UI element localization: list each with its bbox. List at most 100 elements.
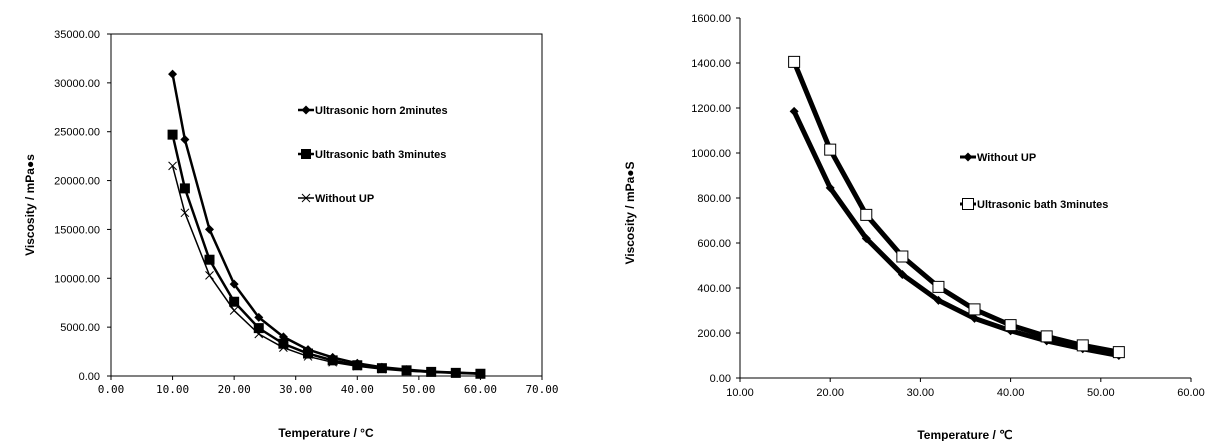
chart-left-y-tick-label: 0.00: [79, 371, 100, 383]
chart-left-data-point-without-up: [476, 369, 485, 379]
chart-right-data-point-ultrasonic-bath-3minutes: [1004, 319, 1017, 332]
chart-left-data-point-without-up: [328, 357, 338, 367]
chart-right-data-point-without-up: [897, 270, 907, 279]
chart-left-data-point-without-up: [168, 161, 177, 171]
chart-left-data-point-without-up: [426, 367, 436, 377]
chart-right-series: [788, 55, 1125, 360]
chart-right-data-point-without-up: [970, 313, 980, 323]
chart-left-x-ticks: 0.00 10.00 20.00 30.00 40.00 50.00 60.00 70.00: [98, 376, 559, 396]
chart-left-data-point-without-up: [377, 364, 387, 374]
chart-right-data-point-without-up: [933, 295, 943, 305]
chart-right-x-tick-label: 10.00: [726, 387, 754, 399]
chart-right-x-tick-label: 60.00: [1177, 387, 1205, 399]
chart-left-y-tick-label: 10000.00: [54, 273, 100, 285]
chart-left-data-point-without-up: [402, 366, 411, 376]
chart-right-y-tick-label: 400.00: [697, 283, 731, 295]
chart-left-x-tick-label: 40.00: [341, 383, 374, 396]
chart-right-x-tick-label: 40.00: [997, 387, 1025, 399]
chart-right-data-point-ultrasonic-bath-3minutes: [968, 303, 981, 316]
chart-left-data-point-ultrasonic-bath-3minutes: [167, 129, 178, 140]
chart-right-y-tick-label: 600.00: [697, 238, 731, 250]
chart-left-data-point-without-up: [229, 306, 239, 315]
chart-left-x-tick-label: 50.00: [402, 383, 435, 396]
chart-left-x-tick-label: 20.00: [218, 383, 251, 396]
chart-right-data-point-without-up: [789, 106, 799, 116]
chart-right-legend-marker: [963, 152, 973, 162]
chart-left-data-point-without-up: [279, 343, 288, 353]
chart-left-data-point-ultrasonic-horn-2minutes: [254, 312, 264, 322]
chart-left-legend-entry-without-up: Without UP: [298, 193, 374, 205]
chart-left-data-point-ultrasonic-bath-3minutes: [179, 183, 190, 194]
chart-left-data-point-ultrasonic-bath-3minutes: [327, 355, 338, 366]
chart-left-y-tick-label: 30000.00: [54, 78, 100, 90]
chart-left-legend-marker: [301, 149, 311, 159]
chart-right-legend-entry-ultrasonic-bath-3minutes: Ultrasonic bath 3minutes: [960, 198, 1108, 211]
chart-right-y-tick-label: 800.00: [697, 193, 731, 205]
chart-left-data-point-ultrasonic-bath-3minutes: [352, 360, 363, 371]
chart-right-y-axis-title: Viscosity / mPa●S: [623, 161, 637, 264]
chart-left-data-point-ultrasonic-horn-2minutes: [205, 224, 215, 234]
chart-right-data-point-ultrasonic-bath-3minutes: [932, 280, 945, 293]
chart-left-data-point-ultrasonic-bath-3minutes: [253, 323, 264, 334]
chart-left-legend-label: Ultrasonic horn 2minutes: [315, 105, 448, 117]
chart-left-data-point-ultrasonic-bath-3minutes: [278, 338, 289, 349]
chart-left-x-tick-label: 70.00: [525, 383, 558, 396]
chart-left-legend: Ultrasonic horn 2minutes Ultrasonic bath …: [298, 105, 448, 205]
chart-right-x-tick-label: 30.00: [907, 387, 935, 399]
chart-left-y-tick-label: 35000.00: [54, 29, 100, 41]
chart-left-series-line-ultrasonic-bath-3minutes: [171, 134, 481, 376]
chart-right-data-point-ultrasonic-bath-3minutes: [788, 55, 801, 68]
chart-left-y-tick-label: 5000.00: [60, 322, 100, 334]
chart-right-series-line-without-up: [791, 110, 1120, 358]
chart-left-data-point-ultrasonic-bath-3minutes: [401, 365, 412, 376]
chart-right-y-tick-label: 1200.00: [691, 103, 731, 115]
chart-left-legend-marker: [301, 193, 311, 203]
chart-left-y-ticks: 0.00 5000.00 10000.00 15000.00 20000.00 25000…: [54, 29, 111, 383]
chart-left-data-point-without-up: [180, 208, 190, 218]
chart-right-data-point-without-up: [825, 183, 835, 193]
chart-right-data-point-ultrasonic-bath-3minutes: [860, 208, 873, 221]
chart-left-x-tick-label: 0.00: [98, 383, 125, 396]
chart-left-data-point-without-up: [254, 329, 264, 339]
chart-left-x-tick-label: 60.00: [464, 383, 497, 396]
chart-left-legend-label: Ultrasonic bath 3minutes: [315, 149, 446, 161]
chart-left-data-point-without-up: [451, 368, 461, 378]
chart-right-x-tick-label: 50.00: [1087, 387, 1115, 399]
chart-left-legend-marker: [301, 105, 311, 115]
chart-left-y-tick-label: 15000.00: [54, 224, 100, 236]
chart-left: 0.00 5000.00 10000.00 15000.00 20000.00 25000…: [23, 29, 559, 440]
chart-left-y-tick-label: 25000.00: [54, 127, 100, 139]
chart-right-data-point-ultrasonic-bath-3minutes: [824, 143, 837, 156]
chart-right: 0.00 200.00 400.00 600.00 800.00 1000.00 1200.…: [623, 13, 1205, 441]
chart-right-y-tick-label: 1000.00: [691, 148, 731, 160]
chart-left-data-point-ultrasonic-horn-2minutes: [168, 69, 178, 79]
chart-left-plot-area: [110, 33, 543, 377]
chart-right-x-axis-title: Temperature / ℃: [917, 428, 1012, 441]
chart-right-legend-label: Without UP: [977, 152, 1036, 164]
chart-right-data-point-ultrasonic-bath-3minutes: [1112, 346, 1125, 359]
chart-left-legend-label: Without UP: [315, 193, 374, 205]
chart-right-series-line-ultrasonic-bath-3minutes: [791, 60, 1120, 355]
chart-right-legend: Without UP Ultrasonic bath 3minutes: [960, 152, 1108, 211]
chart-left-data-point-without-up: [303, 352, 313, 361]
chart-left-data-point-without-up: [352, 361, 362, 371]
chart-right-legend-label: Ultrasonic bath 3minutes: [977, 199, 1108, 211]
chart-left-data-point-ultrasonic-horn-2minutes: [229, 279, 239, 289]
chart-left-y-axis-title: Viscosity / mPa●s: [23, 154, 37, 256]
chart-right-y-ticks: 0.00 200.00 400.00 600.00 800.00 1000.00 1200.…: [691, 13, 740, 385]
chart-left-data-point-ultrasonic-bath-3minutes: [303, 348, 314, 359]
chart-left-data-point-ultrasonic-horn-2minutes: [180, 135, 190, 145]
chart-left-series-line-without-up: [171, 165, 481, 375]
chart-left-data-point-ultrasonic-bath-3minutes: [204, 254, 215, 265]
chart-right-y-tick-label: 200.00: [697, 328, 731, 340]
chart-right-y-tick-label: 0.00: [710, 373, 731, 385]
chart-left-series: [167, 69, 486, 379]
chart-right-data-point-ultrasonic-bath-3minutes: [1076, 339, 1089, 352]
chart-right-legend-entry-without-up: Without UP: [960, 152, 1036, 164]
chart-left-y-tick-label: 20000.00: [54, 176, 100, 188]
chart-left-data-point-ultrasonic-bath-3minutes: [376, 363, 387, 374]
chart-left-data-point-without-up: [205, 271, 214, 280]
chart-right-x-ticks: 10.00 20.00 30.00 40.00 50.00 60.00: [726, 378, 1205, 399]
chart-left-data-point-ultrasonic-bath-3minutes: [229, 296, 240, 307]
